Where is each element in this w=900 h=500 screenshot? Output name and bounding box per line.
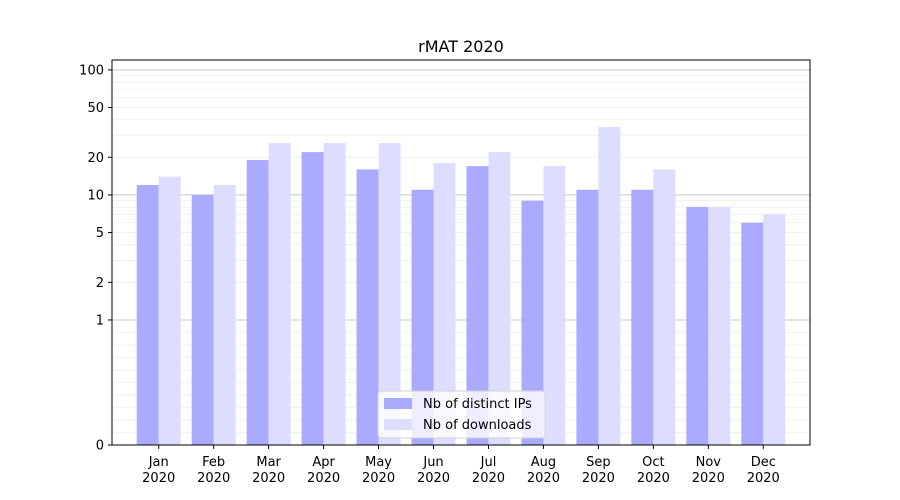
x-tick-label-year: 2020: [307, 471, 340, 486]
legend-label: Nb of distinct IPs: [423, 397, 532, 412]
x-tick-label-year: 2020: [527, 471, 560, 486]
x-axis: Jan2020Feb2020Mar2020Apr2020May2020Jun20…: [142, 445, 780, 486]
bars: [136, 126, 786, 446]
bar: [136, 185, 159, 445]
x-tick-label-month: Apr: [312, 455, 335, 470]
x-tick-label-year: 2020: [582, 471, 615, 486]
x-tick-label-month: Nov: [696, 455, 722, 470]
legend-label: Nb of downloads: [423, 418, 532, 433]
bar: [576, 189, 599, 445]
y-tick-label: 20: [87, 151, 104, 166]
x-tick-label-month: Oct: [642, 455, 664, 470]
bar: [433, 163, 456, 445]
legend-box: [377, 390, 546, 439]
y-tick-label: 5: [96, 226, 104, 241]
x-tick-label-month: Dec: [751, 455, 776, 470]
bar: [598, 126, 621, 446]
y-tick-label: 2: [96, 276, 104, 291]
bar: [191, 194, 214, 445]
bar: [246, 160, 269, 445]
y-tick-label: 1: [96, 313, 104, 328]
bar: [708, 207, 731, 445]
bar: [301, 152, 324, 445]
bar: [631, 189, 654, 445]
x-tick-label-year: 2020: [472, 471, 505, 486]
bar: [521, 200, 544, 445]
x-tick-label-month: Aug: [531, 455, 556, 470]
x-tick-label-year: 2020: [637, 471, 670, 486]
bar: [356, 169, 379, 445]
x-tick-label-year: 2020: [417, 471, 450, 486]
bar: [653, 169, 676, 445]
x-tick-label-year: 2020: [197, 471, 230, 486]
bar: [741, 222, 764, 445]
y-tick-label: 50: [87, 101, 104, 116]
x-tick-label-year: 2020: [362, 471, 395, 486]
legend-swatch: [384, 419, 412, 430]
x-tick-label-month: Sep: [586, 455, 611, 470]
x-tick-label-year: 2020: [252, 471, 285, 486]
bar: [323, 143, 346, 445]
y-axis: 0 1 2 5 10 20 50 100: [79, 63, 112, 454]
x-tick-label-month: Jul: [480, 455, 497, 470]
x-tick-label-month: Mar: [256, 455, 281, 470]
plot-frame: [111, 59, 811, 446]
bar: [158, 176, 181, 445]
x-tick-label-month: Jan: [148, 455, 169, 470]
bar: [488, 152, 511, 445]
x-tick-label-year: 2020: [142, 471, 175, 486]
y-tick-label: 100: [79, 63, 104, 78]
bar: [763, 214, 786, 445]
bar: [543, 166, 566, 445]
x-tick-label-year: 2020: [747, 471, 780, 486]
bar: [466, 166, 489, 445]
chart-title: rMAT 2020: [418, 37, 504, 56]
legend-swatch: [384, 398, 412, 409]
bar: [213, 185, 236, 445]
bar: [411, 189, 434, 445]
bar: [268, 143, 291, 445]
x-tick-label-month: Feb: [202, 455, 225, 470]
bar: [378, 143, 401, 445]
y-tick-label: 10: [87, 188, 104, 203]
x-tick-label-month: Jun: [422, 455, 443, 470]
bar: [686, 207, 709, 445]
y-tick-label: 0: [96, 439, 104, 454]
x-tick-label-year: 2020: [692, 471, 725, 486]
legend: Nb of distinct IPs Nb of downloads: [377, 390, 546, 439]
x-tick-label-month: May: [365, 455, 392, 470]
